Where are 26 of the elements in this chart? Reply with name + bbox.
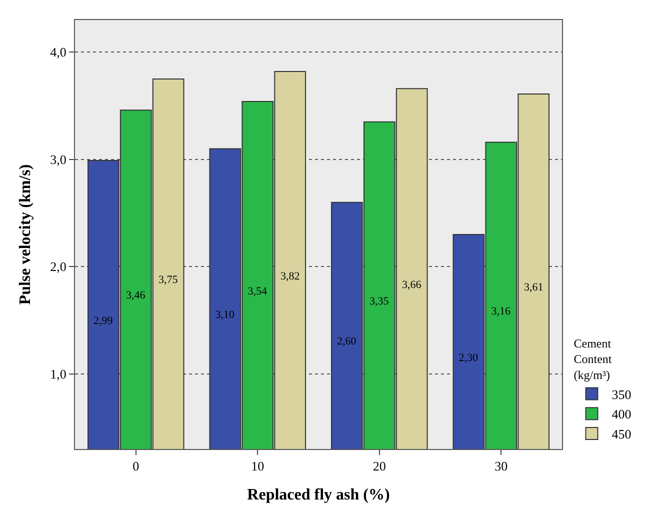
legend-title: Cement Content (kg/m³) (574, 336, 614, 382)
data-label: 3,46 (126, 290, 146, 302)
data-label: 2,99 (94, 314, 114, 327)
legend-label: 350 (612, 386, 632, 402)
data-label: 3,75 (158, 274, 178, 286)
y-tick-label: 4,0 (50, 44, 66, 60)
data-label: 3,10 (215, 308, 236, 321)
data-label: 2,30 (458, 352, 479, 364)
data-label: 3,54 (248, 285, 268, 298)
y-axis-title: Pulse velocity (km/s) (17, 164, 34, 305)
data-label: 3,82 (280, 270, 300, 282)
x-tick-label: 30 (494, 458, 508, 474)
data-label: 3,16 (491, 306, 511, 318)
legend-label: 450 (612, 426, 632, 442)
data-label: 3,61 (524, 282, 544, 294)
data-label: 2,60 (337, 336, 357, 348)
x-tick-label: 0 (132, 458, 140, 474)
x-tick-label: 10 (251, 458, 264, 474)
y-tick-label: 3,0 (50, 152, 66, 167)
y-tick-label: 2,0 (50, 259, 66, 274)
x-axis-title: Replaced fly ash (%) (247, 486, 390, 504)
legend-label: 400 (612, 406, 632, 422)
y-tick-label: 1,0 (50, 366, 66, 382)
x-tick-label: 20 (372, 458, 386, 474)
data-label: 3,66 (402, 278, 422, 291)
data-label: 3,35 (370, 296, 390, 308)
